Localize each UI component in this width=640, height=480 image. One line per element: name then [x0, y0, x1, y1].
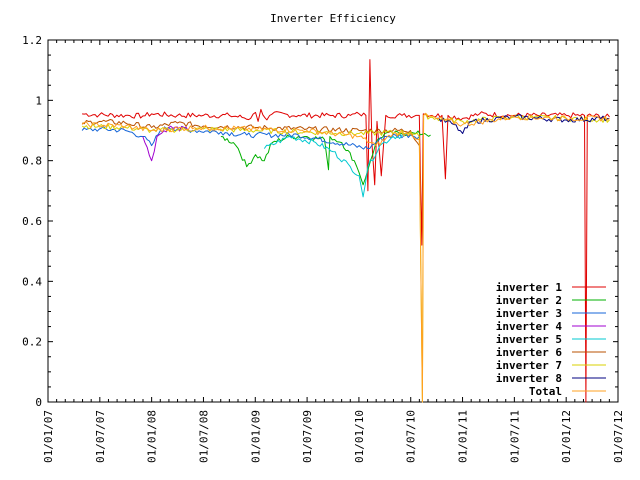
series-lines	[81, 59, 610, 403]
legend-label-inverter-6: inverter 6	[496, 346, 563, 359]
legend-label-inverter-5: inverter 5	[496, 333, 562, 346]
x-tick-label: 01/01/09	[249, 410, 262, 463]
y-tick-label: 1	[35, 94, 42, 107]
series-line-inverter-4	[142, 125, 195, 162]
legend-label-inverter-1: inverter 1	[496, 281, 563, 294]
y-tick-label: 1.2	[22, 34, 42, 47]
x-tick-label: 01/07/07	[94, 410, 107, 463]
x-tick-label: 01/07/12	[612, 410, 625, 463]
y-tick-label: 0.6	[22, 215, 42, 228]
series-line-inverter-1	[82, 59, 610, 403]
legend-label-inverter-3: inverter 3	[496, 307, 562, 320]
legend-label-inverter-7: inverter 7	[496, 359, 562, 372]
series-line-inverter-5	[263, 132, 411, 198]
series-line-inverter-6	[81, 119, 420, 146]
series-line-total	[81, 112, 610, 403]
x-tick-label: 01/07/10	[405, 410, 418, 463]
x-tick-label: 01/01/08	[146, 410, 159, 463]
axes: 0 0.2 0.4 0.6 0.8 1 1.2 01/01/07 01/07/07 01/01/0…	[22, 34, 625, 463]
x-tick-label: 01/07/11	[508, 410, 521, 463]
chart-title: Inverter Efficiency	[270, 12, 396, 25]
legend-label-inverter-8: inverter 8	[496, 372, 562, 385]
legend-label-inverter-4: inverter 4	[496, 320, 563, 333]
x-tick-label: 01/07/09	[301, 410, 314, 463]
y-tick-label: 0	[35, 396, 42, 409]
y-tick-label: 0.2	[22, 336, 42, 349]
series-line-inverter-3	[81, 125, 420, 150]
y-tick-label: 0.4	[22, 275, 42, 288]
x-tick-label: 01/01/10	[353, 410, 366, 463]
x-tick-label: 01/07/08	[197, 410, 210, 463]
legend-label-inverter-2: inverter 2	[496, 294, 562, 307]
y-tick-label: 0.8	[22, 155, 42, 168]
x-tick-label: 01/01/11	[457, 410, 470, 463]
x-tick-label: 01/01/12	[560, 410, 573, 463]
series-line-inverter-2	[220, 130, 431, 186]
series-line-inverter-8	[436, 114, 610, 134]
x-tick-label: 01/01/07	[42, 410, 55, 463]
legend-label-total: Total	[529, 385, 562, 398]
